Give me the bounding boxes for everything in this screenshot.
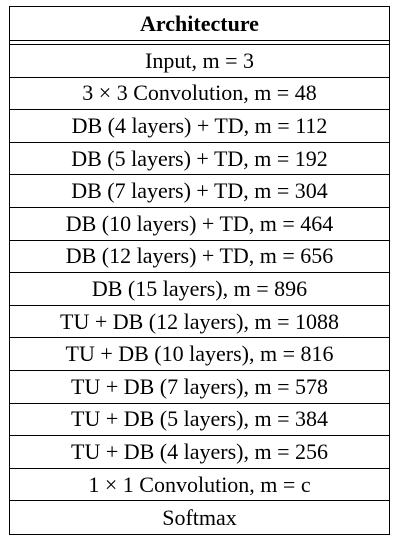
table-row: TU + DB (12 layers), m = 1088 [10,306,389,339]
table-row: DB (5 layers) + TD, m = 192 [10,143,389,176]
table-body: Input, m = 3 3 × 3 Convolution, m = 48 D… [10,45,389,534]
table-row: DB (7 layers) + TD, m = 304 [10,175,389,208]
table-row: TU + DB (4 layers), m = 256 [10,436,389,469]
architecture-table: Architecture Input, m = 3 3 × 3 Convolut… [9,6,390,535]
header-double-rule [10,41,389,45]
table-header: Architecture [10,7,389,41]
table-row: DB (4 layers) + TD, m = 112 [10,110,389,143]
table-row: 3 × 3 Convolution, m = 48 [10,78,389,111]
table-row: TU + DB (10 layers), m = 816 [10,338,389,371]
table-row: Softmax [162,504,237,530]
table-row: DB (10 layers) + TD, m = 464 [10,208,389,241]
table-row: 1 × 1 Convolution, m = c [10,469,389,502]
table-row: DB (15 layers), m = 896 [10,273,389,306]
table-row: TU + DB (5 layers), m = 384 [10,404,389,437]
table-row: TU + DB (7 layers), m = 578 [10,371,389,404]
table-row: Input, m = 3 [10,45,389,78]
table-row: DB (12 layers) + TD, m = 656 [10,241,389,274]
